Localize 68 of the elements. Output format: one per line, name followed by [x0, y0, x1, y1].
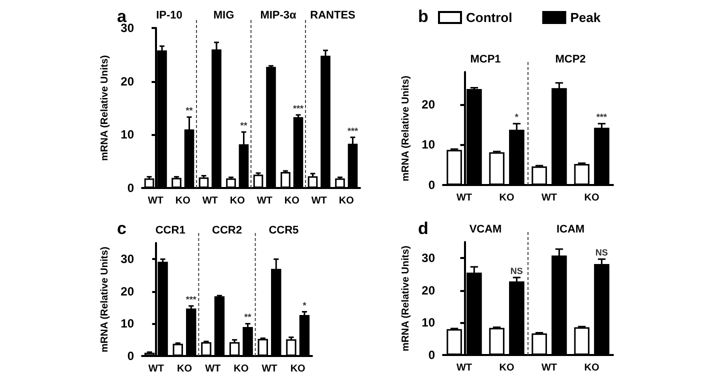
x-tick-label: WT — [262, 364, 278, 374]
y-tick-label: 30 — [422, 251, 436, 266]
x-tick-label: KO — [290, 364, 306, 374]
chart-title: c — [117, 219, 126, 238]
data-label: NS — [595, 248, 608, 258]
x-tick-label: WT — [456, 362, 472, 374]
y-axis-title: mRNA (Relative Units) — [400, 246, 412, 352]
data-label: ** — [240, 120, 248, 130]
x-tick-label: WT — [541, 362, 558, 374]
data-label: *** — [596, 112, 608, 122]
x-tick-label: KO — [234, 364, 249, 374]
y-tick-label: 20 — [120, 284, 134, 298]
data-label: *** — [347, 126, 358, 136]
y-tick-label: 0 — [127, 349, 134, 363]
x-tick-label: WT — [148, 196, 164, 206]
y-tick-label: 30 — [120, 21, 134, 35]
x-tick-label: KO — [338, 196, 354, 206]
x-tick-label: WT — [202, 196, 218, 206]
y-axis-title: mRNA (Relative Units) — [99, 55, 110, 161]
chart-title: d — [418, 219, 428, 238]
chart-title: b — [418, 7, 428, 26]
x-tick-label: KO — [175, 196, 191, 206]
y-tick-label: 20 — [422, 283, 436, 298]
x-tick-label: WT — [256, 196, 272, 206]
data-label: NS — [510, 266, 523, 276]
text: CCR5 — [268, 224, 299, 236]
text: CCR2 — [212, 224, 242, 236]
legend-label: Control — [466, 10, 512, 25]
x-tick-label: WT — [311, 196, 327, 206]
y-tick-label: 10 — [120, 128, 134, 142]
text: VCAM — [469, 224, 502, 236]
y-tick-label: 10 — [422, 138, 436, 152]
y-axis-title: mRNA (Relative Units) — [99, 246, 110, 352]
text: MCP2 — [555, 54, 586, 66]
y-tick-label: 20 — [120, 74, 134, 88]
x-tick-label: WT — [456, 192, 472, 204]
text: IP-10 — [156, 10, 182, 22]
data-label: ** — [186, 106, 194, 116]
text: ICAM — [556, 224, 585, 236]
y-tick-label: 0 — [127, 181, 134, 195]
y-tick-label: 0 — [428, 178, 436, 192]
x-tick-label: WT — [541, 192, 558, 204]
x-tick-label: KO — [499, 192, 514, 204]
text: MIG — [213, 10, 234, 22]
text: MCP1 — [470, 54, 501, 66]
data-label: * — [514, 112, 519, 122]
data-label: * — [302, 300, 307, 310]
x-tick-label: KO — [177, 364, 192, 374]
x-tick-label: WT — [205, 364, 221, 374]
y-tick-label: 30 — [120, 252, 134, 266]
data-label: ** — [244, 312, 252, 322]
y-tick-label: 0 — [428, 348, 436, 362]
data-label: *** — [292, 103, 304, 114]
x-tick-label: KO — [230, 196, 246, 206]
x-tick-label: KO — [584, 362, 600, 374]
y-axis-title: mRNA (Relative Units) — [400, 76, 412, 182]
x-tick-label: KO — [499, 362, 514, 374]
legend-label: Peak — [570, 10, 602, 25]
x-tick-label: KO — [584, 192, 600, 204]
text: RANTES — [310, 10, 356, 22]
x-tick-label: KO — [284, 196, 300, 206]
text: CCR1 — [155, 224, 186, 236]
y-tick-label: 10 — [120, 316, 134, 331]
x-tick-label: WT — [148, 364, 164, 374]
y-tick-label: 10 — [422, 316, 436, 330]
y-tick-label: 20 — [422, 97, 436, 112]
text: MIP-3α — [260, 10, 297, 22]
data-label: *** — [186, 294, 197, 304]
